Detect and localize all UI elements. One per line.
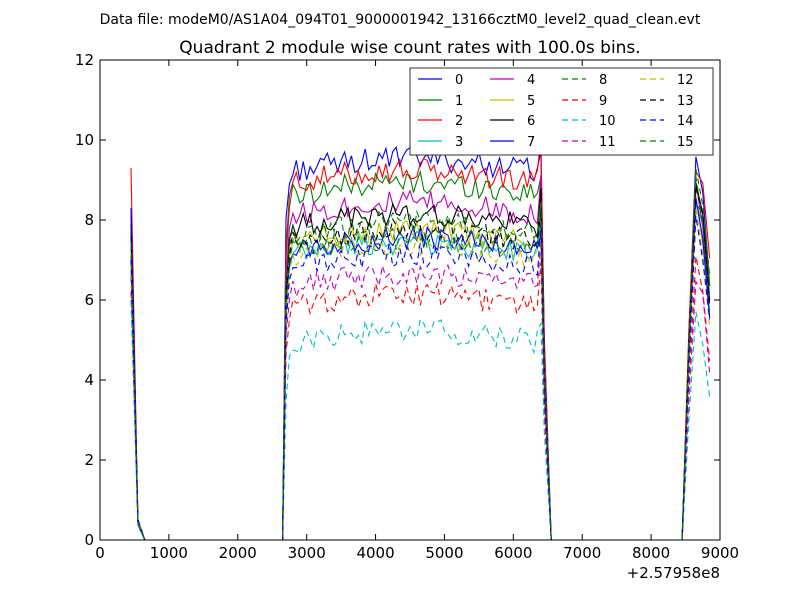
legend-label-0: 0 [455, 73, 463, 88]
x-tick-label: 1000 [150, 544, 188, 562]
x-tick-label: 0 [95, 544, 105, 562]
legend-label-12: 12 [677, 73, 694, 88]
x-tick-label: 3000 [288, 544, 326, 562]
x-tick-label: 5000 [425, 544, 463, 562]
legend-label-13: 13 [677, 94, 694, 109]
legend-label-11: 11 [599, 135, 616, 150]
y-tick-label: 10 [75, 131, 94, 149]
legend-label-7: 7 [527, 135, 535, 150]
y-tick-label: 6 [84, 291, 94, 309]
legend-label-1: 1 [455, 94, 463, 109]
legend-label-9: 9 [599, 94, 607, 109]
x-offset-label: +2.57958e8 [627, 564, 720, 582]
y-tick-label: 4 [84, 371, 94, 389]
x-tick-label: 7000 [563, 544, 601, 562]
x-tick-label: 4000 [356, 544, 394, 562]
x-axis: 0 1000 2000 3000 4000 5000 6000 7000 8000 9000 [95, 60, 739, 562]
x-tick-label: 9000 [701, 544, 739, 562]
legend-label-14: 14 [677, 114, 694, 129]
legend-label-5: 5 [527, 94, 535, 109]
x-tick-label: 8000 [632, 544, 670, 562]
legend-label-3: 3 [455, 135, 463, 150]
legend-label-15: 15 [677, 135, 694, 150]
y-tick-label: 12 [75, 51, 94, 69]
legend-label-10: 10 [599, 114, 616, 129]
series-line-14 [130, 215, 711, 541]
y-tick-label: 0 [84, 531, 94, 549]
chart-title: Quadrant 2 module wise count rates with … [179, 38, 640, 58]
y-tick-label: 8 [84, 211, 94, 229]
legend-label-8: 8 [599, 73, 607, 88]
legend-label-4: 4 [527, 73, 535, 88]
chart-suptitle: Data file: modeM0/AS1A04_094T01_90000019… [100, 12, 701, 28]
legend-label-6: 6 [527, 114, 535, 129]
legend-label-2: 2 [455, 114, 463, 129]
y-tick-label: 2 [84, 451, 94, 469]
x-tick-label: 2000 [219, 544, 257, 562]
x-tick-label: 6000 [494, 544, 532, 562]
